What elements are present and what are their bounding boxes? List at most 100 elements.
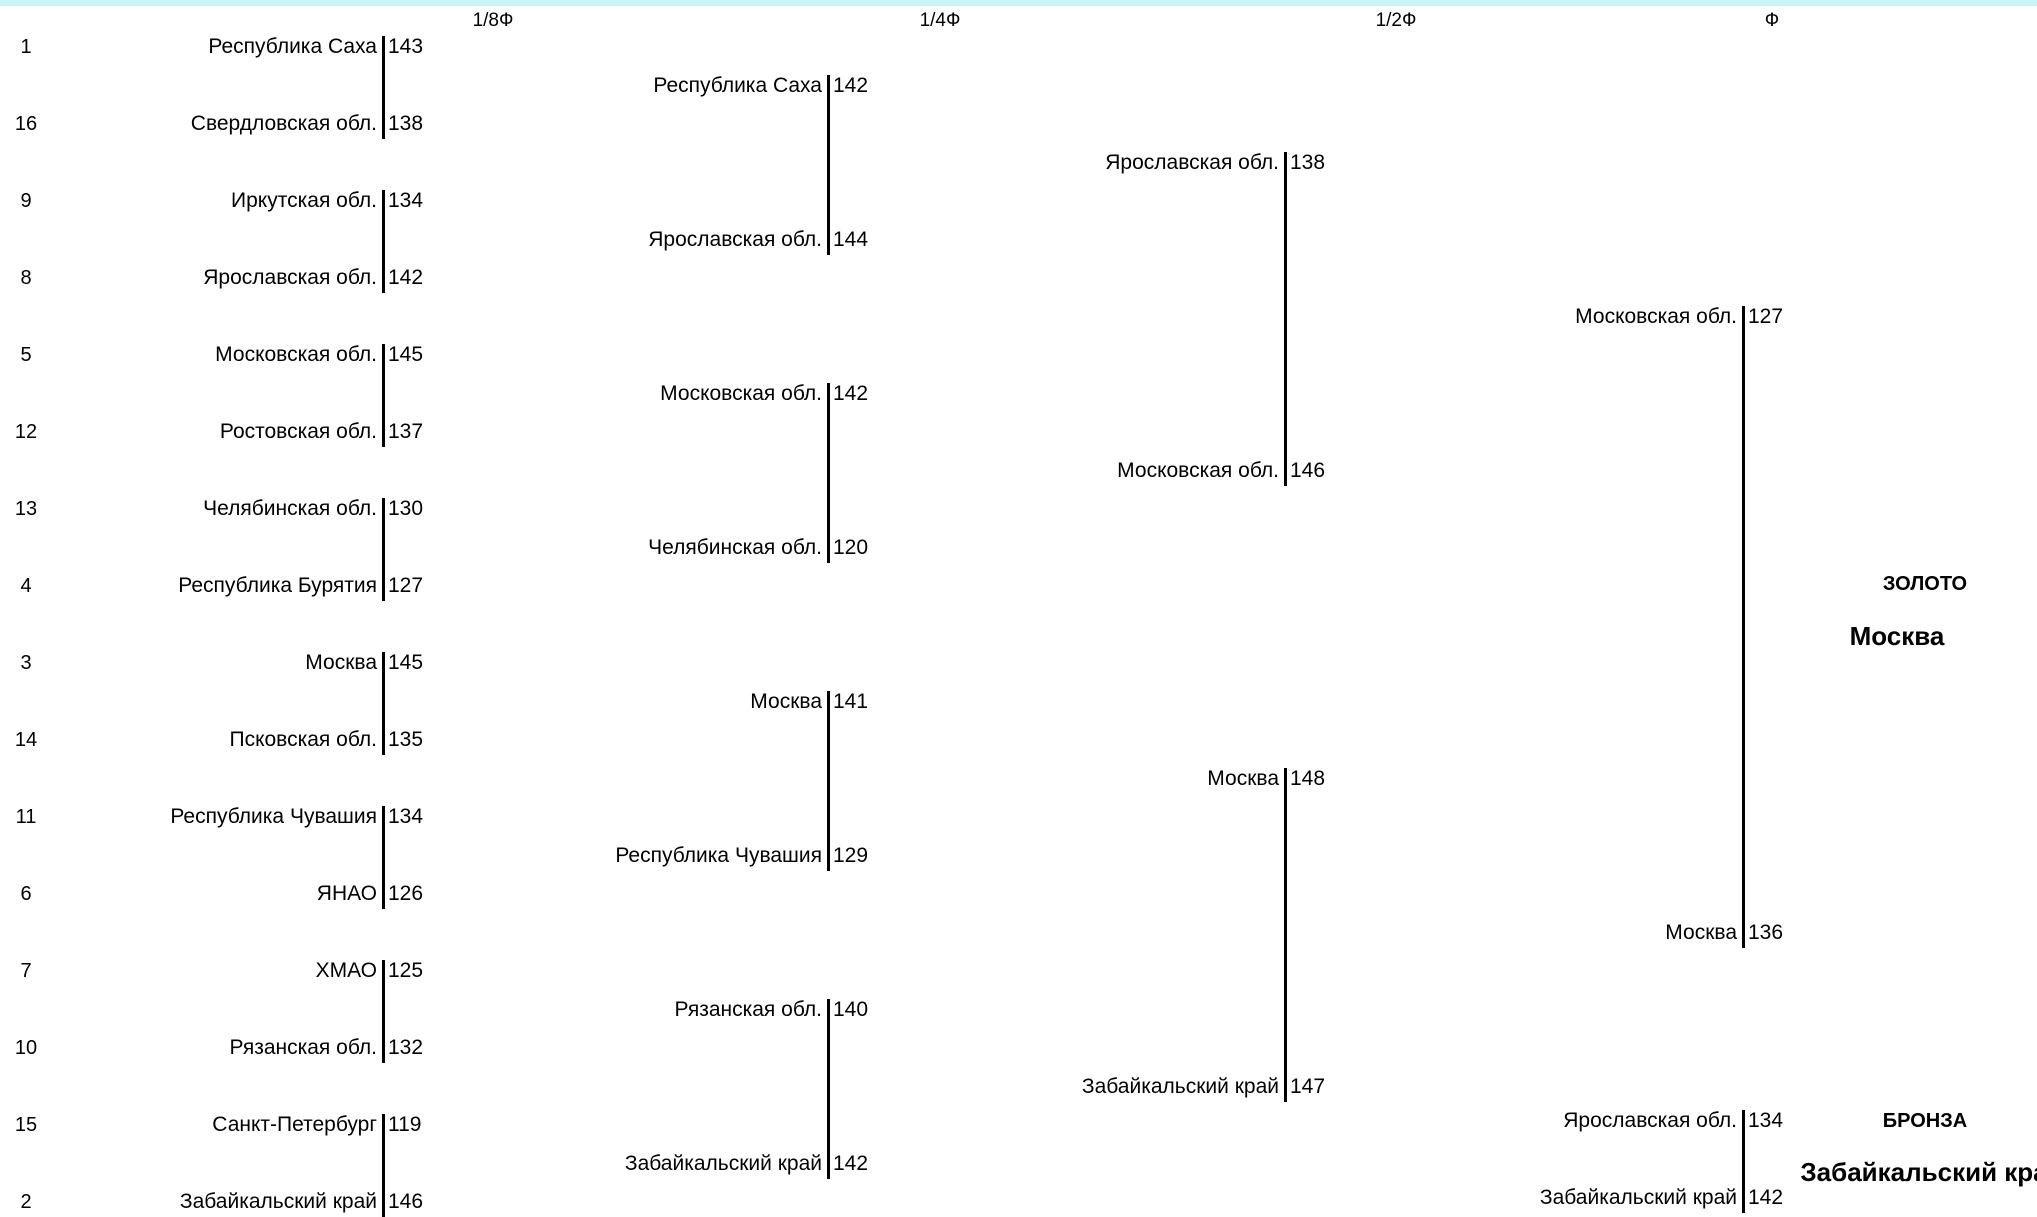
team-score: 129 — [833, 843, 869, 867]
team-score: 132 — [388, 1036, 424, 1059]
team-score: 142 — [833, 1151, 869, 1175]
team-name: Санкт-Петербург — [212, 1113, 377, 1136]
team-score: 138 — [388, 112, 424, 135]
team-name: Ярославская обл. — [648, 227, 822, 251]
team-score: 138 — [1290, 150, 1326, 174]
match-connector — [827, 690, 830, 871]
match-connector — [382, 190, 385, 293]
team-score: 141 — [833, 689, 869, 713]
team-name: Забайкальский край — [1081, 1074, 1279, 1098]
seed-number: 13 — [14, 498, 38, 520]
team-score: 147 — [1290, 1074, 1326, 1098]
team-name: Республика Саха — [653, 73, 822, 97]
team-score: 120 — [833, 535, 869, 559]
team-score: 142 — [833, 73, 869, 97]
team-name: Иркутская обл. — [231, 189, 377, 212]
team-score: 134 — [1748, 1109, 1784, 1132]
seed-number: 16 — [14, 113, 38, 135]
match-connector — [382, 652, 385, 755]
team-score: 126 — [388, 882, 424, 905]
gold-winner: Москва — [1849, 621, 1945, 651]
seed-number: 10 — [14, 1037, 38, 1059]
match-connector — [827, 74, 830, 255]
team-score: 134 — [388, 189, 424, 212]
match-connector — [1284, 151, 1287, 486]
team-name: Москва — [750, 689, 822, 713]
team-name: Республика Бурятия — [178, 574, 377, 597]
seed-number: 6 — [20, 883, 32, 905]
team-score: 127 — [388, 574, 424, 597]
team-score: 119 — [388, 1113, 422, 1136]
seed-number: 3 — [20, 652, 32, 674]
bronze-winner: Забайкальский край — [1800, 1157, 2037, 1187]
seed-number: 1 — [20, 36, 32, 58]
team-score: 127 — [1748, 304, 1784, 328]
seed-number: 12 — [14, 421, 38, 443]
match-connector — [382, 960, 385, 1063]
team-score: 144 — [833, 227, 869, 251]
seed-number: 14 — [14, 729, 38, 751]
team-name: Ярославская обл. — [203, 266, 377, 289]
team-name: Московская обл. — [1117, 458, 1279, 482]
match-connector — [382, 1114, 385, 1217]
team-name: Москва — [305, 651, 377, 674]
round-header: 1/2Ф — [1375, 10, 1417, 31]
team-score: 143 — [388, 35, 424, 58]
team-score: 135 — [388, 728, 424, 751]
seed-number: 8 — [20, 267, 32, 289]
match-connector — [382, 344, 385, 447]
match-connector — [382, 806, 385, 909]
bronze-label: БРОНЗА — [1882, 1110, 1968, 1132]
team-score: 137 — [388, 420, 424, 443]
seed-number: 15 — [14, 1114, 38, 1136]
gold-label: ЗОЛОТО — [1882, 573, 1968, 595]
team-score: 148 — [1290, 766, 1326, 790]
team-score: 136 — [1748, 920, 1784, 944]
team-score: 134 — [388, 805, 424, 828]
team-score: 142 — [833, 381, 869, 405]
team-score: 142 — [388, 266, 424, 289]
team-name: Рязанская обл. — [229, 1036, 377, 1059]
team-name: ЯНАО — [316, 882, 377, 905]
seed-number: 9 — [20, 190, 32, 212]
match-connector — [1284, 767, 1287, 1102]
team-name: Московская обл. — [660, 381, 822, 405]
team-name: Забайкальский край — [624, 1151, 822, 1175]
team-name: Рязанская обл. — [674, 997, 822, 1021]
match-connector — [1742, 1110, 1745, 1213]
team-name: Забайкальский край — [1539, 1186, 1737, 1209]
match-connector — [827, 998, 830, 1179]
team-score: 146 — [1290, 458, 1326, 482]
team-name: Москва — [1665, 920, 1737, 944]
match-connector — [1742, 305, 1745, 948]
round-header: 1/8Ф — [472, 10, 514, 31]
seed-number: 11 — [15, 806, 37, 828]
team-score: 145 — [388, 343, 424, 366]
team-name: Республика Чувашия — [170, 805, 377, 828]
team-score: 146 — [388, 1190, 424, 1213]
team-name: Москва — [1207, 766, 1279, 790]
team-name: Ярославская обл. — [1563, 1109, 1737, 1132]
team-name: Забайкальский край — [179, 1190, 377, 1213]
team-name: Московская обл. — [1575, 304, 1737, 328]
seed-number: 5 — [20, 344, 32, 366]
team-score: 142 — [1748, 1186, 1784, 1209]
match-connector — [827, 382, 830, 563]
team-score: 125 — [388, 959, 424, 982]
seed-number: 7 — [20, 960, 32, 982]
team-score: 140 — [833, 997, 869, 1021]
team-name: Ростовская обл. — [219, 420, 377, 443]
team-name: Республика Саха — [208, 35, 377, 58]
round-header: 1/4Ф — [919, 10, 961, 31]
team-name: Челябинская обл. — [203, 497, 377, 520]
team-name: ХМАО — [315, 959, 377, 982]
team-name: Псковская обл. — [229, 728, 377, 751]
seed-number: 4 — [20, 575, 32, 597]
top-strip — [0, 0, 2037, 6]
team-name: Ярославская обл. — [1105, 150, 1279, 174]
match-connector — [382, 36, 385, 139]
match-connector — [382, 498, 385, 601]
team-name: Республика Чувашия — [615, 843, 822, 867]
round-header: Ф — [1764, 10, 1780, 31]
team-score: 130 — [388, 497, 424, 520]
